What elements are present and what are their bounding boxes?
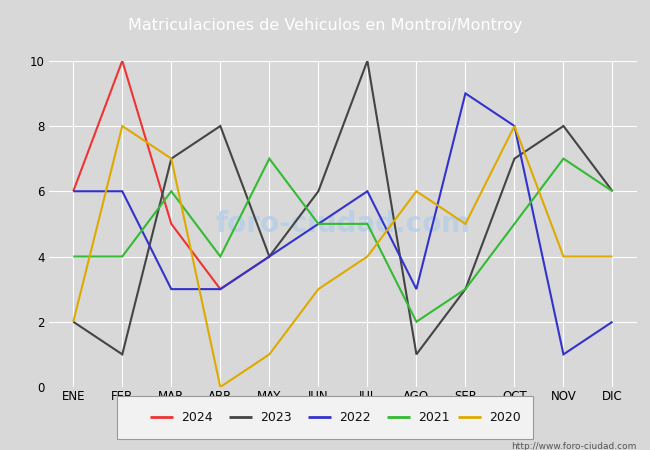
Text: 2021: 2021 [419, 411, 450, 424]
FancyBboxPatch shape [117, 396, 533, 439]
Text: Matriculaciones de Vehiculos en Montroi/Montroy: Matriculaciones de Vehiculos en Montroi/… [128, 18, 522, 33]
Text: 2023: 2023 [261, 411, 292, 424]
Text: foro-ciudad.com: foro-ciudad.com [215, 210, 471, 238]
Text: 2022: 2022 [339, 411, 371, 424]
Text: 2024: 2024 [181, 411, 213, 424]
Text: 2020: 2020 [489, 411, 521, 424]
Text: http://www.foro-ciudad.com: http://www.foro-ciudad.com [512, 442, 637, 450]
